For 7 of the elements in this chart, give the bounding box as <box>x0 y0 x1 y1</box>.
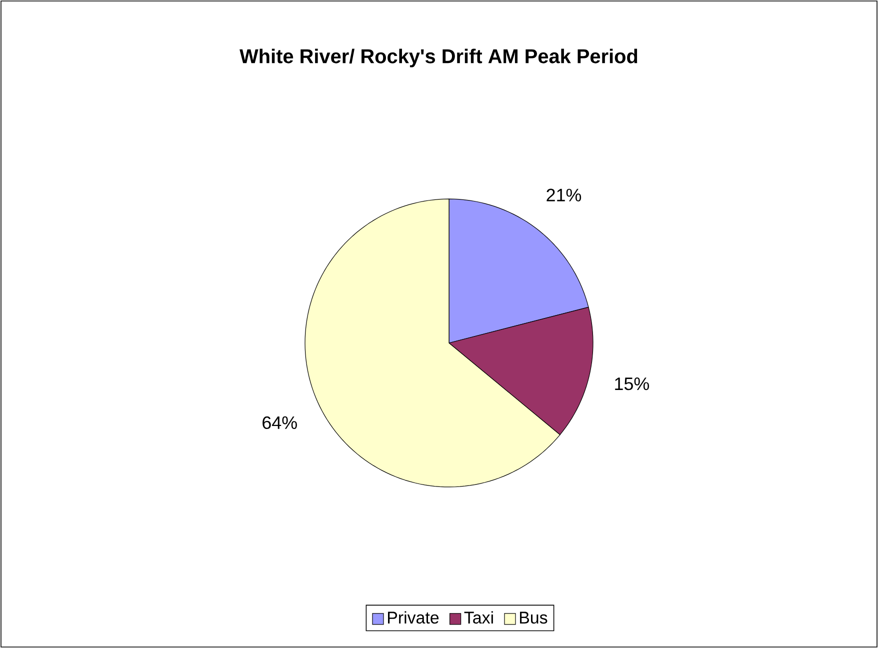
legend-label: Taxi <box>464 611 493 624</box>
chart-title: White River/ Rocky's Drift AM Peak Period <box>240 48 638 68</box>
data-label: 21% <box>546 188 582 202</box>
data-label: 64% <box>262 416 297 430</box>
legend-label: Bus <box>520 612 548 624</box>
legend-label: Private <box>388 611 439 624</box>
data-label: 15% <box>615 378 650 390</box>
